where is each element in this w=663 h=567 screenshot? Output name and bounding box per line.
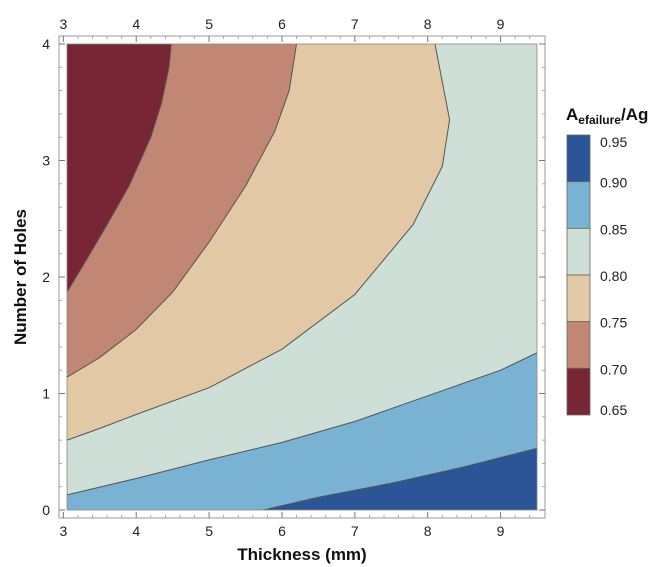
legend-label: 0.90 [600, 175, 627, 191]
x-axis-title: Thickness (mm) [237, 545, 366, 564]
region-below-0-70 [67, 44, 172, 293]
legend-title: Aefailure/Ag [566, 105, 648, 127]
region-0-85-0-90 [67, 352, 537, 510]
x-tick-label-bottom: 7 [351, 523, 359, 539]
legend-label: 0.75 [600, 315, 627, 331]
x-tick-label-bottom: 3 [59, 523, 67, 539]
legend-label: 0.65 [600, 402, 627, 418]
x-tick-label-bottom: 9 [497, 523, 505, 539]
contour-line-0-85 [67, 352, 537, 496]
x-tick-label-top: 8 [424, 16, 432, 32]
region-above-0-90 [263, 448, 537, 510]
x-tick-label-top: 7 [351, 16, 359, 32]
y-tick-label: 3 [42, 153, 50, 169]
legend-swatch [566, 367, 591, 416]
y-axis-title: Number of Holes [11, 209, 30, 345]
x-tick-label-bottom: 6 [278, 523, 286, 539]
legend-swatch [566, 274, 591, 323]
legend: Aefailure/Ag 0.95 0.90 0.85 0.80 0.75 0.70 0.65 [566, 105, 648, 418]
x-tick-label-bottom: 5 [205, 523, 213, 539]
x-tick-label-top: 4 [132, 16, 140, 32]
contour-line-0-75 [67, 44, 297, 378]
contour-line-0-90 [263, 447, 537, 510]
legend-label: 0.85 [600, 221, 627, 237]
legend-label: 0.95 [600, 134, 627, 150]
contour-line-0-70 [67, 44, 172, 293]
legend-label: 0.70 [600, 361, 627, 377]
x-tick-label-bottom: 8 [424, 523, 432, 539]
legend-swatch [566, 181, 591, 229]
y-tick-label: 0 [42, 502, 50, 518]
x-tick-label-top: 9 [497, 16, 505, 32]
legend-swatch [566, 134, 591, 183]
y-tick-label: 2 [42, 269, 50, 285]
plot-area-border [66, 43, 538, 511]
legend-swatch [566, 227, 591, 276]
x-tick-label-top: 6 [278, 16, 286, 32]
legend-swatch [566, 321, 591, 369]
x-tick-label-bottom: 4 [132, 523, 140, 539]
x-tick-label-top: 5 [205, 16, 213, 32]
contour-line-0-80 [67, 44, 451, 441]
y-tick-label: 4 [42, 36, 50, 52]
x-tick-label-top: 3 [59, 16, 67, 32]
legend-label: 0.80 [600, 268, 627, 284]
y-tick-label: 1 [42, 386, 50, 402]
